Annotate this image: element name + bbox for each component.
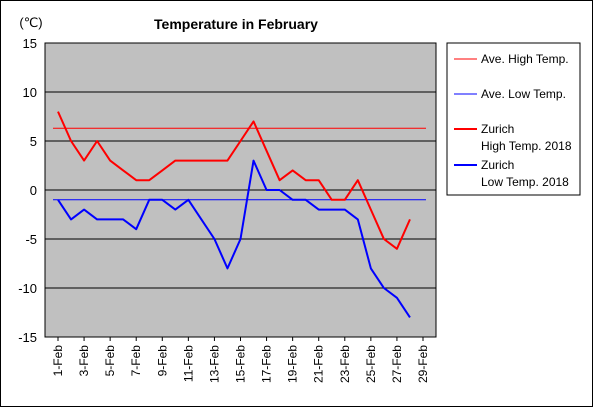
x-tick-label: 25-Feb	[364, 345, 378, 383]
y-axis-unit: (℃)	[19, 15, 42, 30]
y-tick-label: -5	[25, 232, 37, 247]
x-tick-label: 9-Feb	[155, 345, 169, 377]
x-tick-label: 11-Feb	[181, 345, 195, 382]
x-tick-label: 17-Feb	[260, 345, 274, 383]
x-tick-labels: 1-Feb 3-Feb 5-Feb 7-Feb 9-Feb 11-Feb 13-Feb 15-…	[51, 337, 430, 383]
x-tick-label: 27-Feb	[390, 345, 404, 383]
y-tick-label: 15	[23, 36, 37, 51]
series-line-3	[57, 159, 411, 318]
x-tick-label: 23-Feb	[338, 345, 352, 383]
y-tick-label: 10	[23, 85, 37, 100]
y-tick-label: -15	[18, 330, 37, 345]
x-tick-label: 7-Feb	[129, 345, 143, 377]
y-tick-label: 5	[30, 134, 37, 149]
y-tick-labels: 15 10 5 0 -5 -10 -15	[18, 36, 37, 345]
x-tick-label: 15-Feb	[234, 345, 248, 383]
x-tick-label: 3-Feb	[77, 345, 91, 377]
x-tick-label: 13-Feb	[207, 345, 221, 383]
legend-label: Zurich Low Temp. 2018	[481, 158, 569, 189]
y-tick-label: -10	[18, 281, 37, 296]
x-tick-label: 21-Feb	[312, 345, 326, 383]
x-tick-label: 1-Feb	[51, 345, 65, 377]
legend-label: Zurich High Temp. 2018	[481, 122, 572, 153]
series-lines	[53, 111, 426, 318]
legend	[446, 42, 581, 196]
chart-title: Temperature in February	[154, 16, 318, 32]
legend-label: Ave. Low Temp.	[481, 87, 566, 101]
x-tick-label: 19-Feb	[286, 345, 300, 383]
series-line-2	[57, 111, 411, 250]
x-tick-label: 5-Feb	[103, 345, 117, 377]
x-tick-label: 29-Feb	[416, 345, 430, 383]
legend-entries: Ave. High Temp. Ave. Low Temp. Zurich High …	[454, 52, 572, 189]
y-tick-label: 0	[30, 183, 37, 198]
legend-label: Ave. High Temp.	[481, 52, 569, 66]
